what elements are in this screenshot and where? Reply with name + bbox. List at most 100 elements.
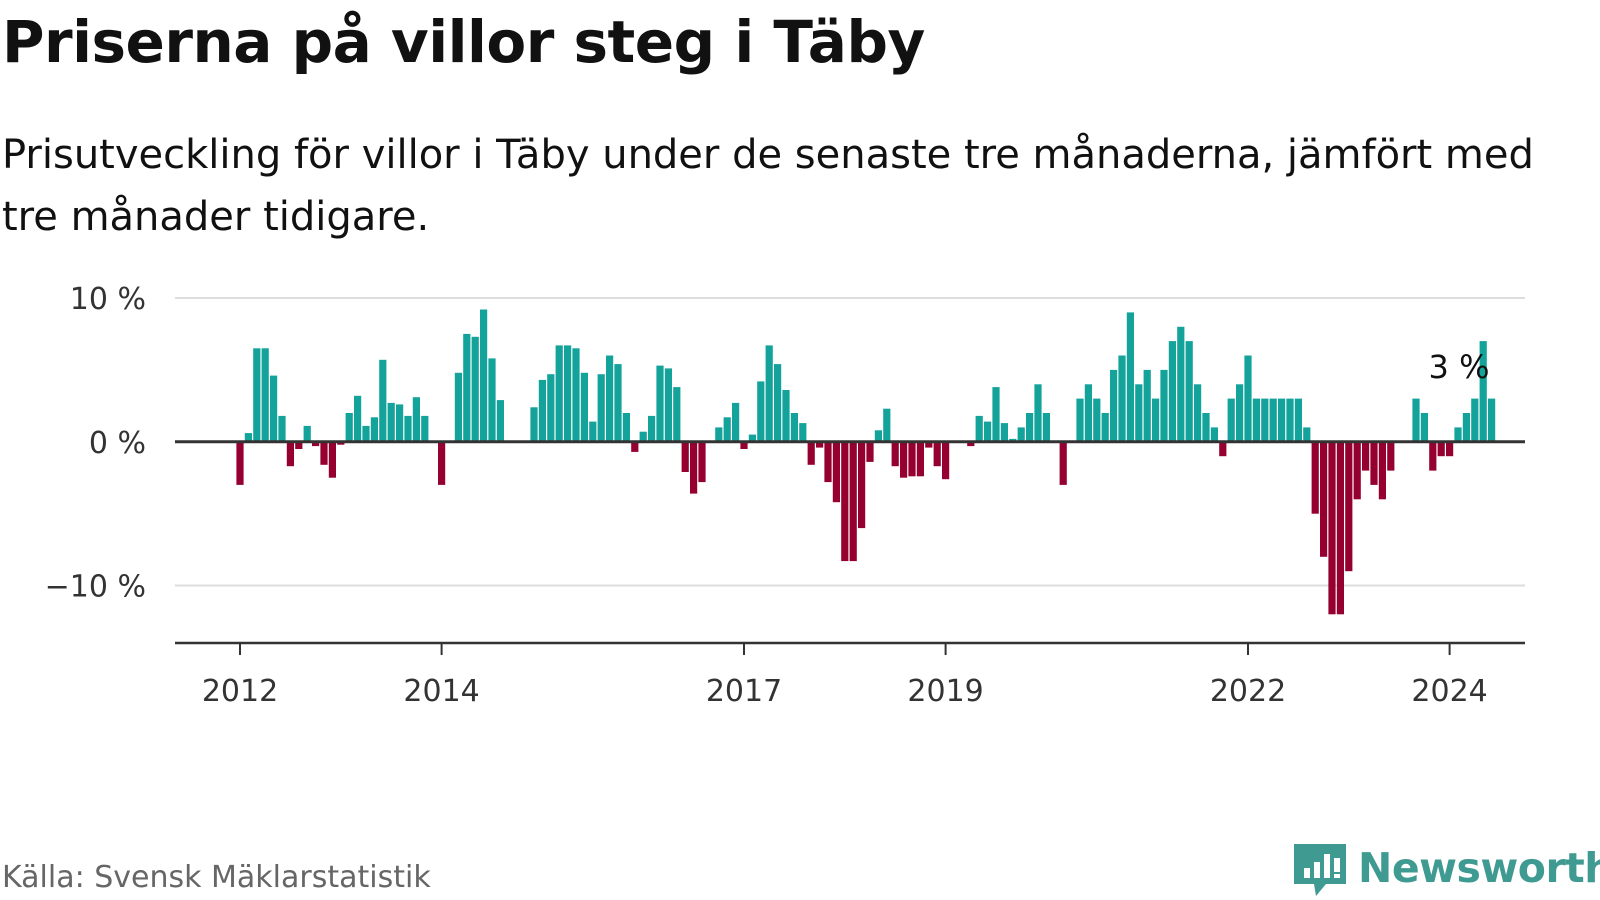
newsworthy-logo[interactable]: Newsworthy [1290,840,1600,900]
bar [1269,398,1277,442]
bar [673,387,681,442]
bar [1084,384,1092,442]
bar [631,441,639,452]
bar [622,413,630,442]
bar [916,441,924,477]
bar [1320,441,1328,557]
bar [908,441,916,477]
bar [1042,413,1050,442]
bars [236,309,1496,615]
bar [370,417,378,442]
bar [286,441,294,467]
bar [858,441,866,529]
bar-chart: 10 % 0 % −10 % 2012 2014 2017 2019 2022 2024 3 % [45,282,1525,709]
bar [1034,384,1042,442]
latest-value-label: 3 % [1429,348,1490,386]
bar [362,425,370,442]
bar [816,441,824,448]
bar [488,358,496,442]
bar [1471,398,1479,442]
tick-labels: 10 % 0 % −10 % 2012 2014 2017 2019 2022 2024 [45,282,1488,709]
bar [295,441,303,449]
bar [925,441,933,448]
bar [891,441,899,467]
bar [942,441,950,480]
bar [807,441,815,465]
bar [1210,427,1218,442]
bar [1420,413,1428,442]
bar [1076,398,1084,442]
bar [1160,369,1168,442]
x-tick-label: 2024 [1411,674,1487,709]
bar [790,413,798,442]
bar [723,417,731,442]
bar [480,309,488,442]
bar [328,441,336,478]
x-tick-label: 2014 [403,674,479,709]
bar [412,397,420,442]
bar [1135,384,1143,442]
bar [303,425,311,442]
bar [1194,384,1202,442]
bar [1059,441,1067,485]
bar [664,368,672,442]
bar [396,404,404,442]
bar [883,408,891,442]
bar [690,441,698,494]
bar [261,348,269,442]
bar [1378,441,1386,500]
bar [757,381,765,442]
bar [1000,423,1008,442]
bar [698,441,706,483]
bar [849,441,857,562]
bar [1202,413,1210,442]
bar [1261,398,1269,442]
bar [463,333,471,442]
bar [1336,441,1344,615]
bar [1488,398,1496,442]
bar [1286,398,1294,442]
bar [1429,441,1437,471]
bar [748,434,756,442]
bar [606,355,614,442]
bar [1110,369,1118,442]
bar [774,364,782,442]
bar [1353,441,1361,500]
bar [1387,441,1395,471]
bar [933,441,941,467]
bar [874,430,882,442]
bar [648,415,656,442]
bar [597,374,605,442]
bar [1462,413,1470,442]
bar [253,348,261,442]
bar [1479,341,1487,442]
bar [572,348,580,442]
bar [438,441,446,485]
x-tick-label: 2019 [907,674,983,709]
bar [1437,441,1445,457]
bar [1219,441,1227,457]
bar [765,345,773,442]
y-tick-label: 10 % [70,282,146,317]
bar [614,364,622,442]
bar [471,336,479,442]
bar [379,359,387,442]
bar [1093,398,1101,442]
annotations: 3 % [1429,348,1490,386]
bar [1311,441,1319,514]
bar [555,345,563,442]
bar [639,431,647,442]
bar [1236,384,1244,442]
bar [975,415,983,442]
bar [244,433,252,442]
bar [421,415,429,442]
bar [454,372,462,442]
bar [799,423,807,442]
bar [564,345,572,442]
bar [1101,413,1109,442]
bar [1227,398,1235,442]
chart-subtitle: Prisutveckling för villor i Täby under d… [2,132,1534,240]
bar [1278,398,1286,442]
bar [1446,441,1454,457]
bar [1152,398,1160,442]
